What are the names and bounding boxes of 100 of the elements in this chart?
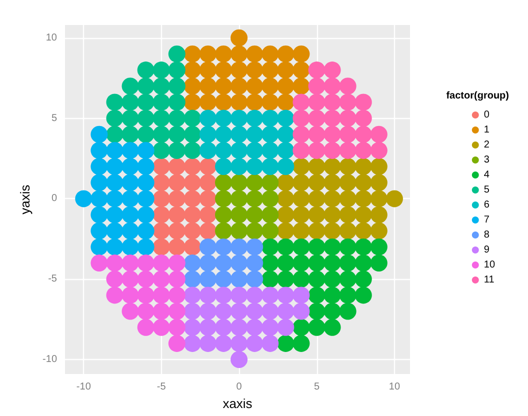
point (354, 222, 372, 240)
point (324, 270, 341, 288)
point (277, 222, 294, 240)
point (168, 270, 186, 288)
point (230, 222, 248, 240)
point (106, 158, 124, 176)
point (90, 126, 108, 143)
point (230, 254, 248, 272)
point (246, 238, 264, 256)
point (137, 206, 154, 224)
point (292, 222, 310, 240)
point (308, 78, 326, 95)
point (324, 206, 341, 224)
point (215, 334, 232, 352)
point (370, 190, 388, 208)
point (308, 126, 326, 143)
point (277, 238, 294, 256)
point (90, 254, 108, 272)
legend-label: 2 (484, 140, 490, 150)
point (152, 94, 170, 111)
point (277, 45, 294, 62)
point (152, 190, 170, 208)
point (324, 78, 341, 95)
point (199, 286, 216, 304)
point (339, 94, 356, 111)
point (199, 142, 216, 159)
point (184, 206, 201, 224)
point (199, 254, 216, 272)
point (292, 302, 310, 320)
point (230, 126, 248, 143)
point (184, 174, 201, 192)
x-tick-label: 10 (388, 382, 400, 392)
point (122, 110, 139, 127)
point (215, 158, 232, 176)
point (168, 110, 186, 127)
point (339, 238, 356, 256)
point (308, 302, 326, 320)
point (199, 206, 216, 224)
point (230, 190, 248, 208)
point (308, 94, 326, 111)
point (215, 238, 232, 256)
point (354, 174, 372, 192)
point (199, 126, 216, 143)
legend-label: 1 (484, 124, 490, 136)
point (292, 238, 310, 256)
point (308, 158, 326, 176)
point (106, 286, 124, 304)
point (122, 206, 139, 224)
point (339, 302, 356, 320)
point (262, 334, 279, 352)
x-tick-label: 0 (236, 382, 242, 392)
point (277, 318, 294, 336)
point (215, 110, 232, 127)
x-tick-label: -5 (156, 382, 166, 392)
point (90, 190, 108, 208)
point (152, 222, 170, 240)
point (106, 94, 124, 111)
legend-label: 8 (484, 230, 490, 240)
point (137, 62, 154, 79)
point (90, 222, 108, 240)
point (184, 94, 201, 111)
point (324, 142, 341, 159)
point (106, 142, 124, 159)
point (277, 174, 294, 192)
point (199, 110, 216, 127)
point (339, 190, 356, 208)
point (262, 254, 279, 272)
point (199, 78, 216, 95)
point (246, 94, 264, 111)
point (324, 302, 341, 320)
point (370, 206, 388, 224)
point (354, 94, 372, 111)
y-tick-label: -10 (42, 354, 58, 366)
point (354, 142, 372, 159)
point (292, 334, 310, 352)
point (292, 45, 310, 62)
point (354, 110, 372, 127)
point (230, 45, 248, 62)
point (168, 318, 186, 336)
point (230, 62, 248, 79)
point (152, 126, 170, 143)
point (230, 238, 248, 256)
point (339, 174, 356, 192)
point (230, 29, 248, 46)
point (184, 238, 201, 256)
point (137, 190, 154, 208)
point (152, 286, 170, 304)
point (246, 270, 264, 288)
y-tick-label: -5 (48, 274, 58, 285)
point (90, 142, 108, 159)
legend-label: 3 (484, 154, 490, 166)
point (246, 190, 264, 208)
point (230, 110, 248, 127)
point (152, 110, 170, 127)
point (199, 270, 216, 288)
point (262, 158, 279, 176)
point (168, 45, 186, 62)
point (215, 206, 232, 224)
point (215, 270, 232, 288)
point (152, 206, 170, 224)
